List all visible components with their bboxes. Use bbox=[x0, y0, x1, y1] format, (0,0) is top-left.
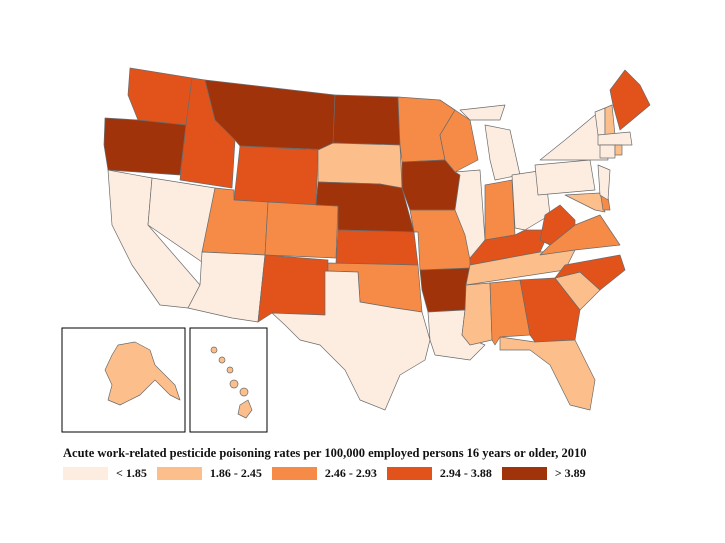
legend-swatch bbox=[63, 467, 108, 480]
state-mi bbox=[459, 104, 506, 121]
state-il bbox=[454, 169, 486, 261]
state-ms bbox=[461, 282, 493, 346]
state-me bbox=[609, 69, 651, 131]
legend-item: 2.94 - 3.88 bbox=[386, 466, 492, 481]
legend-swatch bbox=[386, 467, 432, 480]
state-fl bbox=[499, 336, 596, 411]
alaska-inset-frame bbox=[61, 327, 186, 433]
legend-item: 1.86 - 2.45 bbox=[156, 466, 262, 481]
state-az bbox=[187, 251, 266, 323]
state-ak bbox=[104, 341, 181, 406]
legend-item: < 1.85 bbox=[63, 466, 147, 481]
state-or bbox=[103, 117, 187, 176]
legend-item: > 3.89 bbox=[501, 466, 586, 481]
legend-label: 2.46 - 2.93 bbox=[324, 466, 377, 480]
state-in bbox=[484, 179, 516, 241]
state-nm bbox=[257, 254, 329, 323]
state-hi-island bbox=[229, 379, 239, 389]
legend-label: > 3.89 bbox=[554, 466, 586, 480]
state-tx bbox=[271, 270, 431, 411]
state-tn bbox=[465, 249, 576, 286]
legend-swatch bbox=[156, 467, 202, 480]
state-hi-island bbox=[239, 387, 249, 397]
legend-item: 2.46 - 2.93 bbox=[271, 466, 377, 481]
legend-label: < 1.85 bbox=[116, 466, 147, 480]
legend-label: 2.94 - 3.88 bbox=[439, 466, 492, 480]
state-pa bbox=[534, 159, 596, 196]
state-ri bbox=[614, 144, 623, 156]
legend-swatch bbox=[271, 467, 317, 480]
state-nd bbox=[332, 94, 401, 146]
state-sd bbox=[317, 142, 403, 189]
state-nh bbox=[604, 104, 616, 136]
state-wa bbox=[127, 67, 193, 126]
state-hi-island bbox=[226, 366, 234, 374]
state-wy bbox=[233, 145, 319, 206]
state-wv bbox=[539, 204, 576, 246]
state-ks bbox=[335, 229, 419, 266]
state-hi bbox=[237, 399, 253, 419]
state-hi-island bbox=[210, 346, 218, 354]
legend-label: 1.86 - 2.45 bbox=[209, 466, 262, 480]
state-md bbox=[564, 192, 606, 213]
state-ct bbox=[599, 144, 616, 159]
state-co bbox=[264, 201, 339, 259]
state-ma bbox=[597, 131, 633, 146]
state-hi-island bbox=[218, 356, 226, 364]
state-wi bbox=[439, 99, 479, 173]
state-ar bbox=[419, 267, 471, 313]
legend: < 1.85 1.86 - 2.45 2.46 - 2.93 2.94 - 3.… bbox=[63, 466, 596, 481]
hawaii-inset-frame bbox=[189, 327, 268, 433]
legend-swatch bbox=[501, 467, 547, 480]
state-nc bbox=[554, 254, 626, 291]
state-mi bbox=[484, 124, 521, 181]
map-title: Acute work-related pesticide poisoning r… bbox=[63, 446, 587, 460]
state-nj bbox=[597, 164, 611, 201]
